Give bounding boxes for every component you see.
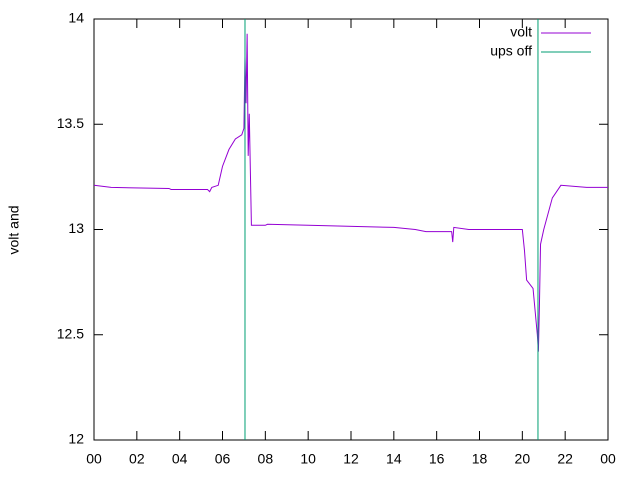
legend-label: volt xyxy=(510,24,532,40)
y-tick-label: 12 xyxy=(68,431,84,447)
x-tick-label: 16 xyxy=(429,451,445,467)
x-tick-label: 08 xyxy=(258,451,274,467)
x-tick-label: 06 xyxy=(215,451,231,467)
y-axis-label: volt and xyxy=(6,205,22,254)
y-tick-label: 14 xyxy=(68,10,84,26)
x-tick-label: 14 xyxy=(386,451,402,467)
y-tick-label: 13 xyxy=(68,220,84,236)
plot-frame xyxy=(93,18,609,441)
x-tick-label: 22 xyxy=(557,451,573,467)
x-tick-label: 00 xyxy=(600,451,616,467)
y-tick-label: 12.5 xyxy=(57,325,84,341)
series-line xyxy=(93,33,608,352)
x-tick-label: 00 xyxy=(86,451,102,467)
x-tick-label: 10 xyxy=(300,451,316,467)
x-tick-label: 12 xyxy=(343,451,359,467)
legend-label: ups off xyxy=(490,43,532,59)
x-tick-label: 04 xyxy=(172,451,188,467)
x-tick-label: 02 xyxy=(129,451,145,467)
x-tick-label: 18 xyxy=(472,451,488,467)
y-tick-label: 13.5 xyxy=(57,115,84,131)
x-tick-label: 20 xyxy=(515,451,531,467)
